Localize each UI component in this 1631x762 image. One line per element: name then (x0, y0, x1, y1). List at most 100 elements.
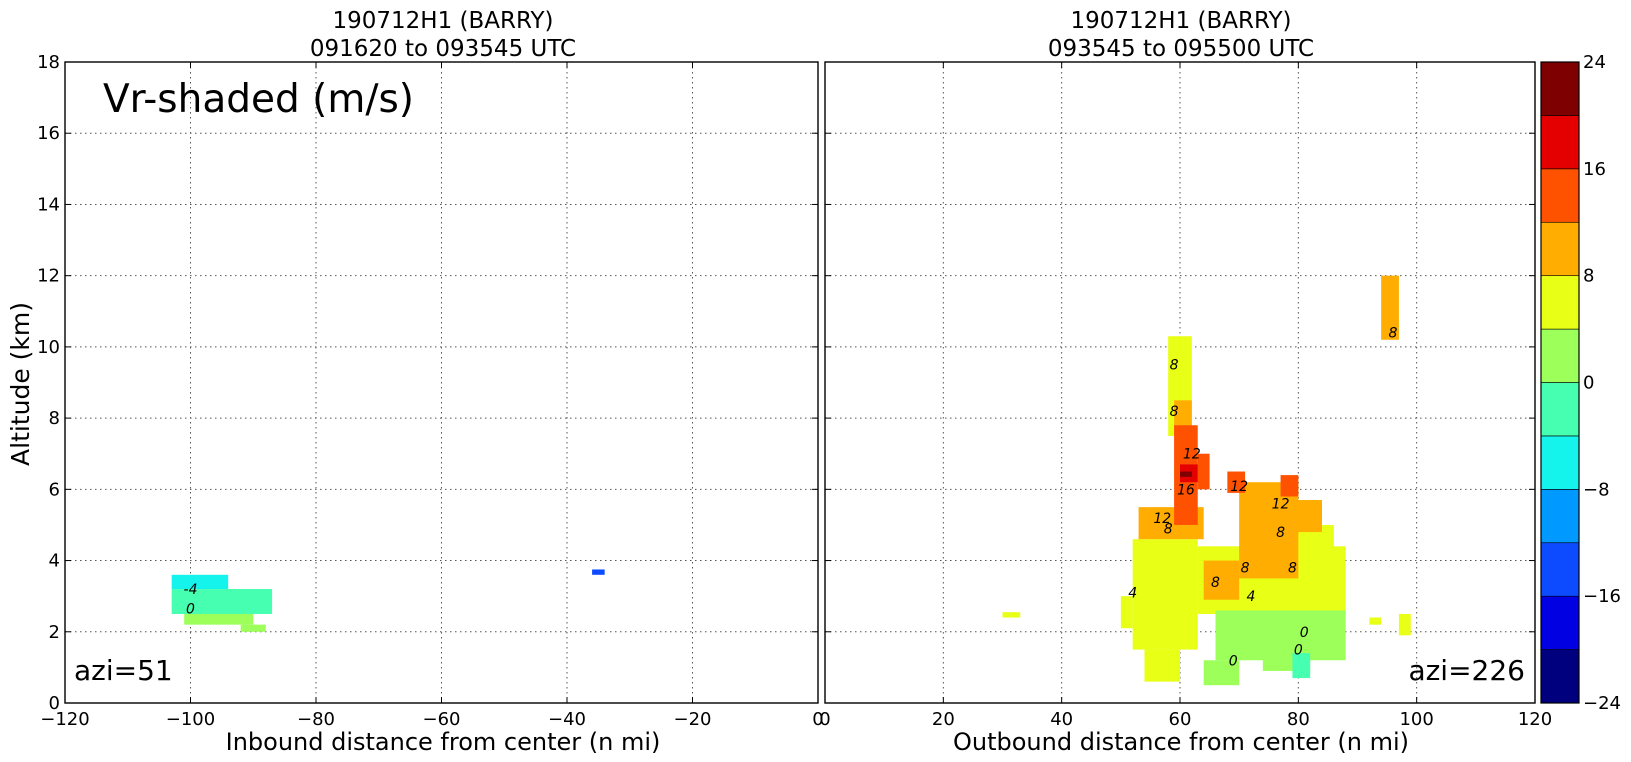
contour-label: 8 (1288, 561, 1297, 577)
colorbar-tick-label: −8 (1583, 479, 1610, 500)
contour-label: 0 (1229, 653, 1238, 669)
heatmap-cell (1132, 539, 1198, 650)
colorbar-frame (1540, 61, 1580, 704)
x-tick-label: 40 (1050, 709, 1073, 730)
colorbar-tick-label: −16 (1583, 586, 1621, 607)
colorbar-band (1540, 489, 1580, 544)
x-tick-label: 20 (932, 709, 955, 730)
y-tick-label: 16 (37, 123, 60, 144)
contour-label: -4 (184, 582, 198, 598)
outbound-xlabel: Outbound distance from center (n mi) (953, 728, 1409, 756)
heatmap-cell (1144, 649, 1180, 682)
contour-label: 12 (1272, 497, 1290, 513)
heatmap-cell (1280, 475, 1299, 497)
contour-label: 8 (1170, 404, 1179, 420)
x-tick-label: −100 (166, 709, 215, 730)
heatmap-cell (1398, 613, 1411, 636)
y-tick-label: 8 (49, 408, 60, 429)
heatmap-cell (1120, 596, 1133, 629)
colorbar-band (1540, 542, 1580, 597)
heatmap-cell (1203, 660, 1240, 686)
y-tick-label: 0 (49, 693, 60, 714)
heatmap-cell (1381, 275, 1399, 340)
heatmap-cell (1203, 560, 1240, 600)
contour-label: 16 (1177, 482, 1195, 498)
colorbar-tick-label: 16 (1583, 159, 1606, 180)
x-tick-label: −120 (40, 709, 89, 730)
colorbar-band (1540, 275, 1580, 330)
heatmap-cell (171, 589, 273, 614)
outbound-y-ticks (825, 61, 1535, 704)
vr-shaded-label: Vr-shaded (m/s) (103, 77, 414, 122)
y-tick-label: 4 (49, 551, 60, 572)
contour-label: 8 (1276, 525, 1285, 541)
heatmap-cell (171, 574, 229, 590)
inbound-panel: 190712H1 (BARRY) 091620 to 093545 UTC -4… (37, 8, 824, 756)
colorbar-band (1540, 595, 1580, 650)
contour-label: 12 (1183, 447, 1201, 463)
heatmap-cell (184, 613, 254, 625)
colorbar-band (1540, 649, 1580, 704)
x-tick-label: 60 (1169, 709, 1192, 730)
x-tick-label: 0 (812, 709, 823, 730)
inbound-title-line1: 190712H1 (BARRY) (332, 8, 553, 34)
x-tick-label: 120 (1518, 709, 1552, 730)
heatmap-cell (1002, 612, 1021, 618)
colorbar-bands (1540, 61, 1580, 704)
x-tick-label: 80 (1287, 709, 1310, 730)
y-tick-label: 12 (37, 266, 60, 287)
contour-label: 8 (1389, 326, 1398, 342)
contour-label: 12 (1153, 511, 1171, 527)
outbound-title-line2: 093545 to 095500 UTC (1048, 36, 1314, 62)
heatmap-cell (1180, 471, 1192, 477)
outbound-panel: 190712H1 (BARRY) 093545 to 095500 UTC 8 8… (819, 8, 1552, 756)
colorbar-band (1540, 328, 1580, 383)
inbound-azimuth-label: azi=51 (74, 654, 173, 687)
x-tick-label: −60 (423, 709, 461, 730)
contour-label: 4 (1128, 586, 1137, 602)
contour-label: 8 (1170, 358, 1179, 374)
inbound-heatmap (171, 569, 605, 632)
y-tick-label: 18 (37, 52, 60, 73)
colorbar: 24 16 8 0 −8 −16 −24 (1540, 52, 1621, 714)
colorbar-band (1540, 168, 1580, 223)
figure-ylabel: Altitude (km) (6, 302, 35, 466)
contour-label: 8 (1241, 561, 1250, 577)
inbound-grid (65, 62, 818, 703)
heatmap-cell (1227, 471, 1246, 493)
inbound-contour-labels: -40 (184, 582, 198, 618)
inbound-y-ticks: 0 2 4 6 8 10 12 14 16 18 (37, 52, 818, 714)
contour-label: 4 (1247, 589, 1256, 605)
colorbar-band (1540, 382, 1580, 437)
inbound-x-ticks: −120 −100 −80 −60 −40 −20 0 (40, 62, 824, 730)
heatmap-cell (240, 624, 266, 632)
colorbar-band (1540, 221, 1580, 276)
colorbar-tick-label: 0 (1583, 373, 1594, 394)
y-tick-label: 14 (37, 194, 60, 215)
heatmap-cell (1197, 453, 1210, 490)
heatmap-cell (1292, 653, 1311, 679)
heatmap-cell (592, 569, 605, 575)
outbound-x-ticks: 0 20 40 60 80 100 120 (819, 62, 1552, 730)
contour-label: 8 (1164, 522, 1173, 538)
x-tick-label: 0 (819, 709, 830, 730)
contour-label: 0 (1294, 643, 1303, 659)
contour-label: 0 (1300, 625, 1309, 641)
colorbar-ticks: 24 16 8 0 −8 −16 −24 (1583, 52, 1621, 714)
outbound-azimuth-label: azi=226 (1408, 654, 1525, 687)
colorbar-tick-label: 8 (1583, 266, 1594, 287)
contour-label: 8 (1211, 575, 1220, 591)
outbound-title-line1: 190712H1 (BARRY) (1070, 8, 1291, 34)
contour-label: 0 (186, 602, 195, 618)
colorbar-band (1540, 435, 1580, 490)
x-tick-label: −40 (548, 709, 586, 730)
colorbar-band (1540, 115, 1580, 170)
heatmap-cell (1274, 500, 1322, 533)
colorbar-tick-label: −24 (1583, 693, 1621, 714)
y-tick-label: 6 (49, 479, 60, 500)
x-tick-label: −20 (674, 709, 712, 730)
inbound-xlabel: Inbound distance from center (n mi) (226, 728, 661, 756)
x-tick-label: −80 (297, 709, 335, 730)
